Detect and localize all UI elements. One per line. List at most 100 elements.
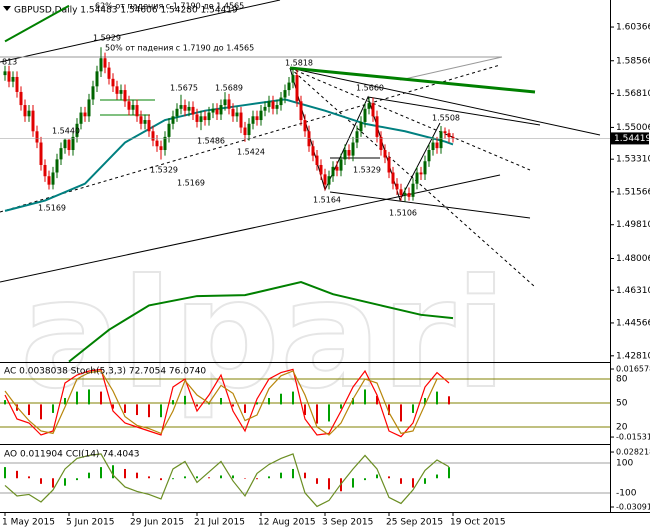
candle-body: [303, 120, 307, 132]
histogram-bar: [232, 404, 234, 407]
pitchfork-line: [289, 67, 536, 288]
candle-body: [347, 150, 351, 156]
current-price-box: [611, 132, 649, 145]
histogram-bar: [64, 478, 66, 486]
candle-body: [79, 112, 83, 124]
annotation: 62% от падения с 1.7190 до 1.4565: [95, 2, 244, 11]
candle-body: [239, 112, 243, 128]
candle-body: [247, 123, 251, 136]
candle-body: [423, 161, 427, 175]
candle-body: [131, 105, 135, 110]
histogram-bar: [244, 478, 246, 479]
candle-body: [147, 120, 151, 132]
candle-body: [55, 159, 59, 173]
candle-body: [215, 108, 219, 115]
histogram-bar: [112, 404, 114, 409]
candle-body: [323, 174, 327, 185]
candle-body: [235, 112, 239, 117]
candle-body: [275, 105, 279, 109]
candle-body: [163, 136, 167, 151]
histogram-bar: [160, 478, 162, 481]
histogram-bar: [340, 404, 342, 409]
pitchfork-line: [289, 67, 601, 136]
histogram-bar: [400, 404, 402, 422]
histogram-bar: [28, 404, 30, 416]
candle-body: [179, 105, 183, 109]
candle-body: [7, 71, 11, 82]
x-tick-label: 1 May 2015: [2, 518, 55, 528]
candle-body: [243, 127, 247, 136]
candle-body: [39, 142, 43, 165]
histogram-bar: [16, 470, 18, 479]
candle-body: [127, 101, 131, 110]
candle-body: [411, 183, 415, 197]
candle-body: [183, 105, 187, 111]
histogram-bar: [364, 389, 366, 405]
y-tick-label: 1.48006: [616, 254, 650, 264]
candle-body: [307, 131, 311, 147]
histogram-bar: [268, 397, 270, 405]
current-price-label: 1.54419: [614, 134, 650, 144]
histogram-bar: [52, 404, 54, 413]
candle-body: [123, 90, 127, 102]
histogram-bar: [268, 476, 270, 479]
candle-body: [439, 131, 443, 149]
histogram-bar: [436, 391, 438, 405]
candle-body: [419, 172, 423, 175]
candle-body: [443, 131, 447, 134]
histogram-bar: [364, 478, 366, 481]
candle-body: [255, 116, 259, 121]
candle-body: [171, 116, 175, 124]
histogram-bar: [220, 475, 222, 479]
histogram-bar: [244, 404, 246, 413]
candle-body: [143, 120, 147, 124]
candle-body: [359, 121, 363, 132]
candle-body: [83, 112, 87, 117]
candle-body: [363, 108, 367, 122]
annotation: 1.5660: [356, 84, 384, 93]
histogram-bar: [136, 404, 138, 416]
histogram-bar: [148, 404, 150, 418]
trend-line: [0, 0, 281, 63]
candle-body: [63, 139, 67, 149]
candle-body: [27, 110, 31, 117]
histogram-bar: [328, 404, 330, 422]
candle-body: [283, 90, 287, 98]
candle-body: [315, 155, 319, 165]
histogram-bar: [412, 478, 414, 488]
candle-body: [259, 110, 263, 121]
candle-body: [223, 99, 227, 106]
candle-body: [311, 146, 315, 156]
annotation: 1.5164: [313, 196, 341, 205]
histogram-bar: [292, 468, 294, 479]
candle-body: [355, 131, 359, 143]
indicator-title: AC 0.0038038 Stoch(5,3,3) 72.7054 76.074…: [4, 367, 206, 377]
candle-body: [251, 116, 255, 124]
y2-tick-label: 0.016578: [616, 365, 650, 374]
candle-body: [263, 106, 267, 111]
histogram-bar: [292, 391, 294, 405]
candle-body: [435, 142, 439, 149]
annotation: 1.5440: [52, 127, 80, 136]
histogram-bar: [376, 395, 378, 405]
x-tick-label: 3 Sep 2015: [322, 518, 373, 528]
histogram-bar: [148, 476, 150, 479]
candle-body: [279, 97, 283, 106]
candle-body: [395, 183, 399, 190]
candle-body: [95, 71, 99, 87]
annotation: 1.5169: [38, 204, 66, 213]
candle-body: [199, 116, 203, 122]
y-tick-label: -100: [616, 488, 637, 498]
candle-body: [167, 123, 171, 137]
candle-body: [51, 172, 55, 185]
candle-body: [91, 86, 95, 100]
annotation: 1.5675: [170, 84, 198, 93]
candle-body: [155, 140, 159, 147]
histogram-bar: [76, 391, 78, 405]
histogram-bar: [4, 467, 6, 479]
histogram-bar: [280, 472, 282, 479]
candle-body: [367, 103, 371, 109]
candle-body: [159, 146, 163, 151]
histogram-bar: [388, 476, 390, 479]
moving-average: [4, 4, 70, 43]
